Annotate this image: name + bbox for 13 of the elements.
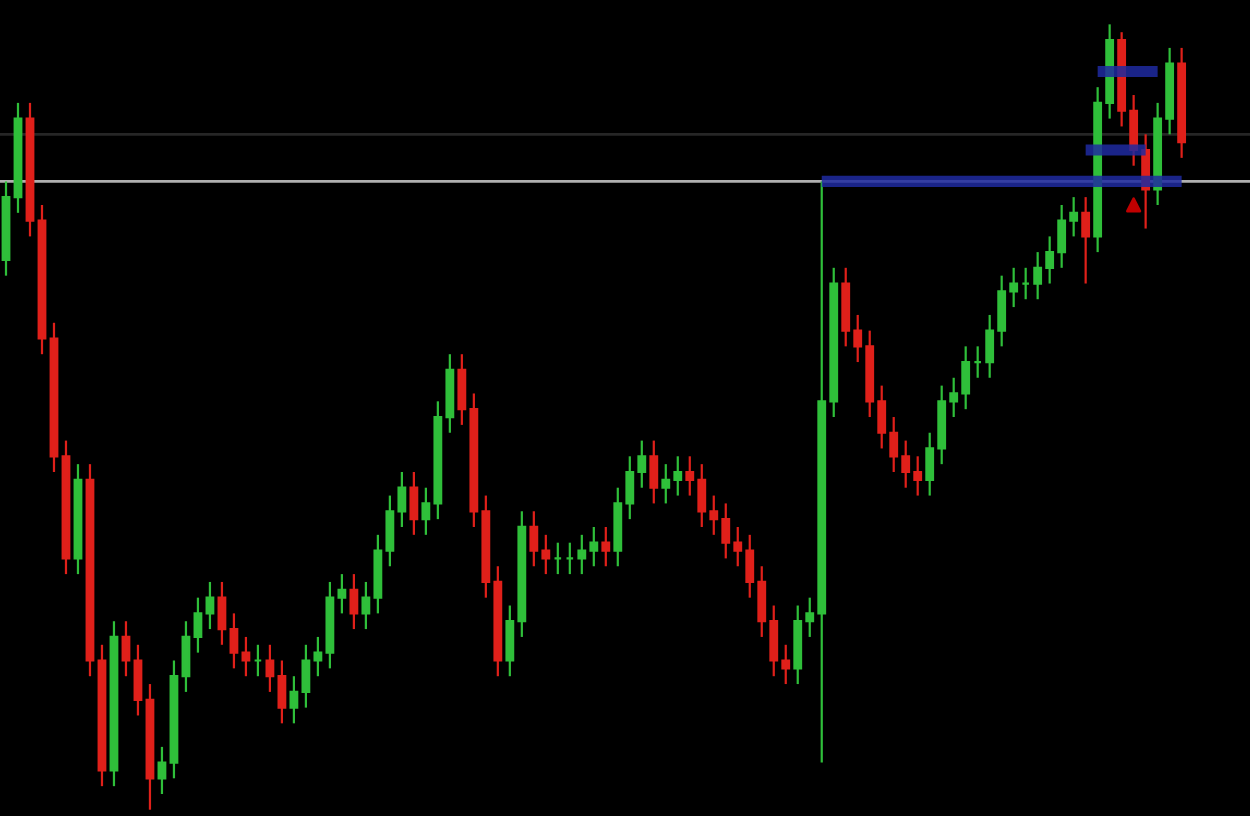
candlestick — [181, 620, 191, 694]
candlestick — [157, 745, 167, 796]
candlestick — [1081, 196, 1091, 285]
candlestick — [349, 573, 359, 631]
candlestick — [193, 596, 203, 654]
candlestick — [133, 643, 143, 717]
candlestick — [241, 635, 251, 678]
candlestick — [121, 620, 131, 678]
candlestick — [229, 612, 239, 670]
candlestick — [217, 580, 227, 646]
candlestick — [649, 439, 659, 505]
candlestick — [601, 525, 611, 568]
candlestick — [409, 470, 419, 536]
